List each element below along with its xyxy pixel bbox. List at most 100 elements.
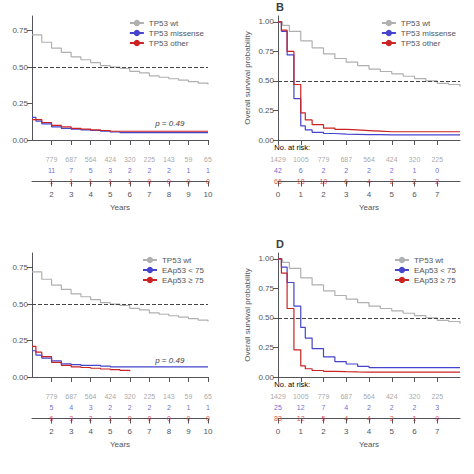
svg-text:2: 2 [128,404,132,411]
svg-text:Years: Years [359,440,379,449]
svg-text:8: 8 [167,427,172,436]
svg-text:Overall survival probability: Overall survival probability [243,268,252,361]
svg-text:564: 564 [363,156,375,163]
svg-text:320: 320 [409,393,421,400]
svg-text:10: 10 [204,190,213,199]
svg-text:0.75: 0.75 [12,26,28,35]
svg-text:5: 5 [322,415,326,422]
svg-text:TP53 wt: TP53 wt [149,19,179,28]
svg-text:2: 2 [49,427,54,436]
svg-text:564: 564 [363,393,375,400]
svg-text:0.25: 0.25 [258,343,274,352]
svg-text:Years: Years [359,203,379,212]
svg-text:0: 0 [167,415,171,422]
svg-text:18: 18 [297,178,305,185]
svg-text:2: 2 [147,404,151,411]
svg-text:10: 10 [320,178,328,185]
svg-text:0.25: 0.25 [12,99,28,108]
svg-text:5: 5 [108,427,113,436]
svg-text:4: 4 [344,404,348,411]
svg-text:3: 3 [69,190,74,199]
svg-text:TP53 wt: TP53 wt [162,256,192,265]
svg-text:6: 6 [412,190,417,199]
svg-text:2: 2 [390,167,394,174]
svg-text:TP53 wt: TP53 wt [401,19,431,28]
svg-text:0.00: 0.00 [258,373,274,382]
svg-text:4: 4 [367,427,372,436]
svg-text:2: 2 [367,404,371,411]
svg-text:687: 687 [340,156,352,163]
svg-text:2: 2 [413,404,417,411]
svg-text:2: 2 [390,415,394,422]
svg-text:0: 0 [206,415,210,422]
svg-text:0.50: 0.50 [258,313,274,322]
svg-text:1.00: 1.00 [258,254,274,263]
svg-text:EAp53 ≥ 75: EAp53 ≥ 75 [162,276,204,285]
svg-text:320: 320 [124,156,136,163]
svg-text:83: 83 [274,415,282,422]
svg-text:0: 0 [276,190,281,199]
svg-text:1429: 1429 [270,393,286,400]
svg-text:424: 424 [104,393,116,400]
svg-text:0.75: 0.75 [258,47,274,56]
svg-text:0.25: 0.25 [258,106,274,115]
svg-text:12: 12 [297,404,305,411]
svg-text:3: 3 [69,415,73,422]
svg-text:2: 2 [390,404,394,411]
svg-text:4: 4 [88,190,93,199]
svg-text:320: 320 [124,393,136,400]
svg-text:564: 564 [85,156,97,163]
svg-text:7: 7 [147,190,152,199]
svg-text:1: 1 [186,404,190,411]
svg-text:7: 7 [435,427,440,436]
svg-text:3: 3 [108,167,112,174]
svg-text:1005: 1005 [293,393,309,400]
svg-text:1: 1 [413,167,417,174]
svg-text:1: 1 [206,404,210,411]
svg-text:TP53 missense: TP53 missense [401,29,457,38]
svg-text:2: 2 [167,167,171,174]
svg-text:66: 66 [274,178,282,185]
svg-text:TP53 wt: TP53 wt [414,256,444,265]
svg-text:2: 2 [435,178,439,185]
svg-text:3: 3 [69,427,74,436]
svg-text:1: 1 [128,178,132,185]
svg-text:687: 687 [65,156,77,163]
svg-text:6: 6 [50,415,54,422]
svg-text:143: 143 [163,156,175,163]
svg-text:1: 1 [108,415,112,422]
svg-text:2: 2 [344,167,348,174]
svg-text:7: 7 [69,167,73,174]
svg-text:0.00: 0.00 [258,136,274,145]
svg-text:12: 12 [297,415,305,422]
svg-text:3: 3 [344,190,349,199]
svg-text:B: B [276,1,284,13]
svg-text:TP53 missense: TP53 missense [149,29,205,38]
svg-text:0: 0 [435,167,439,174]
svg-text:4: 4 [69,404,73,411]
svg-text:687: 687 [65,393,77,400]
svg-text:779: 779 [318,393,330,400]
svg-text:0: 0 [186,415,190,422]
svg-text:1: 1 [206,167,210,174]
svg-text:6: 6 [299,167,303,174]
svg-text:2: 2 [413,178,417,185]
svg-text:Overall survival probability: Overall survival probability [243,31,252,124]
svg-text:TP53 other: TP53 other [401,39,441,48]
svg-text:779: 779 [46,156,58,163]
svg-text:0.75: 0.75 [258,284,274,293]
svg-text:320: 320 [409,156,421,163]
svg-text:779: 779 [46,393,58,400]
svg-text:5: 5 [390,190,395,199]
svg-text:25: 25 [274,404,282,411]
svg-text:p = 0.49: p = 0.49 [154,356,185,365]
svg-text:564: 564 [85,393,97,400]
svg-text:0: 0 [186,178,190,185]
svg-text:4: 4 [367,415,371,422]
svg-text:TP53 other: TP53 other [149,39,189,48]
svg-text:0.25: 0.25 [12,336,28,345]
svg-text:0: 0 [147,178,151,185]
svg-text:1.00: 1.00 [258,17,274,26]
svg-text:3: 3 [89,404,93,411]
svg-text:9: 9 [186,190,191,199]
